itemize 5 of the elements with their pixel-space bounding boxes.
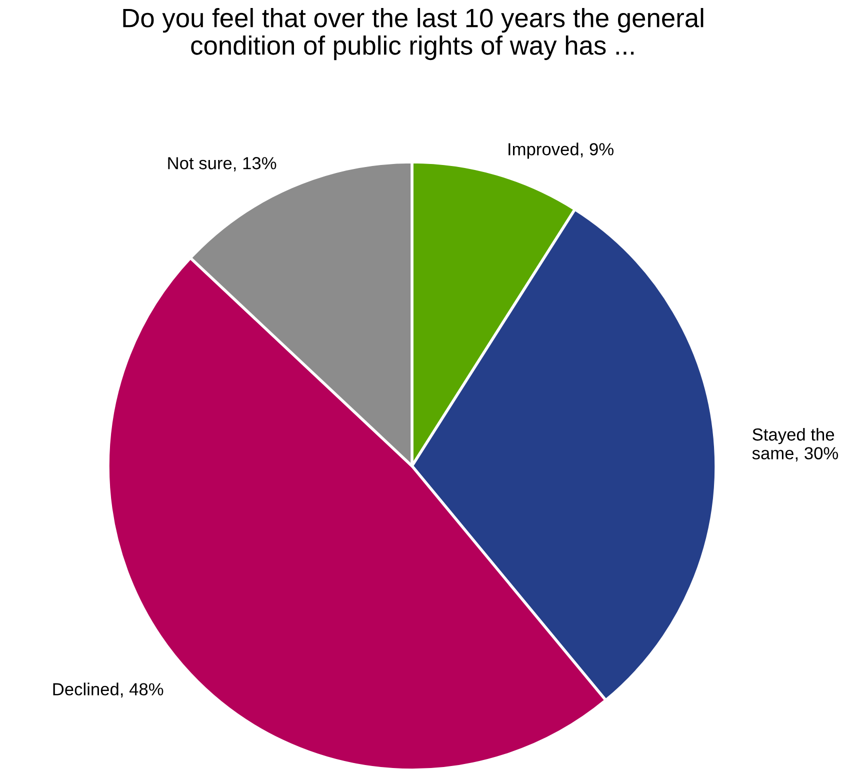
slice-label: Stayed the same, 30% xyxy=(752,428,838,462)
slice-label: Improved, 9% xyxy=(508,142,614,159)
chart-title: Do you feel that over the last 10 years the general condition of public rights of way has ... xyxy=(123,8,704,60)
slice-label: Not sure, 13% xyxy=(168,157,276,172)
slice-label: Declined, 48% xyxy=(53,682,164,698)
